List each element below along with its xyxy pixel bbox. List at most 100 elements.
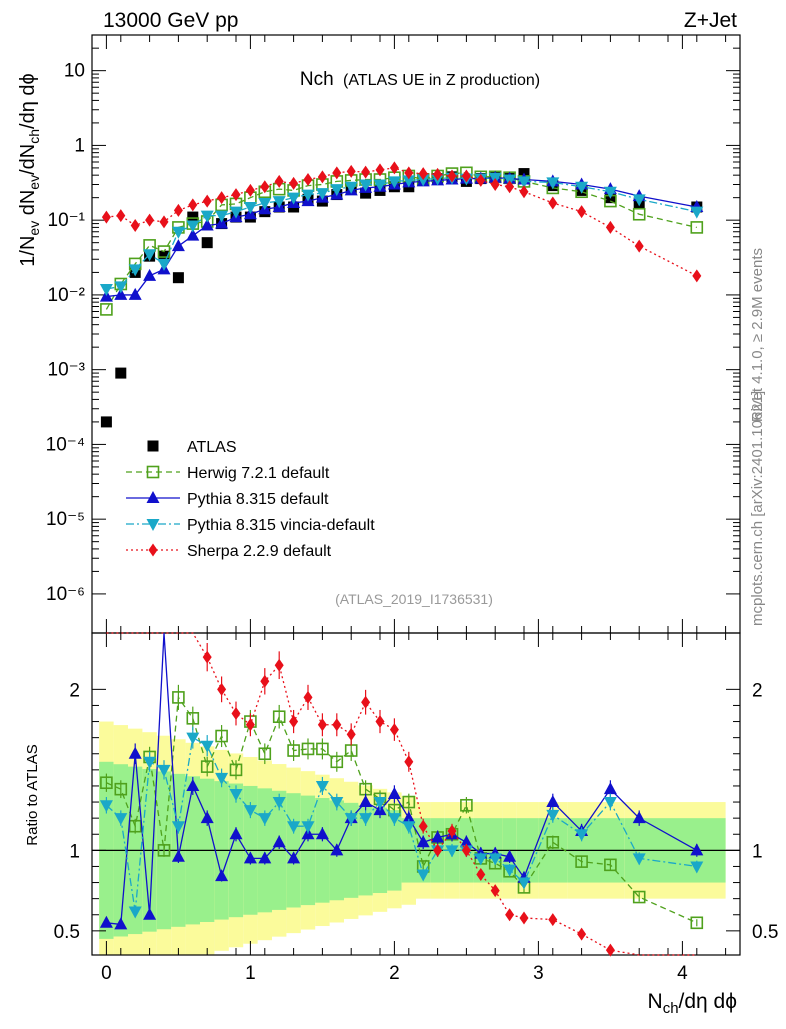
- ratio-point-pythia-8-315-vincia-default: [359, 813, 373, 826]
- ratio-point-pythia-8-315-vincia-default: [99, 800, 113, 813]
- ratio-point-herwig-7-2-1-default: [229, 763, 243, 777]
- data-point-pythia-8-315-vincia-default: [171, 226, 185, 239]
- ratio-point-sherpa-2-2-9-default: [274, 658, 284, 672]
- ratio-point-sherpa-2-2-9-default: [577, 927, 587, 941]
- ratio-point-pythia-8-315-default: [330, 843, 344, 856]
- legend-marker: [148, 543, 158, 557]
- data-point-sherpa-2-2-9-default: [145, 213, 155, 227]
- ratio-point-herwig-7-2-1-default: [215, 729, 228, 743]
- ratio-point-pythia-8-315-vincia-default: [632, 853, 646, 866]
- ratio-point-pythia-8-315-default: [243, 851, 257, 864]
- data-point-herwig-7-2-1-default: [690, 221, 704, 234]
- ratio-point-pythia-8-315-default: [215, 869, 229, 882]
- data-point-sherpa-2-2-9-default: [634, 239, 644, 253]
- ratio-point-herwig-7-2-1-default: [100, 776, 113, 790]
- ratio-point-sherpa-2-2-9-default: [361, 695, 371, 709]
- ratio-point-pythia-8-315-vincia-default: [287, 821, 301, 834]
- data-point-sherpa-2-2-9-default: [159, 215, 169, 229]
- ratio-point-pythia-8-315-default: [143, 907, 157, 920]
- data-point-pythia-8-315-vincia-default: [387, 176, 401, 189]
- ratio-uncertainty-bands: [99, 721, 726, 955]
- side-text-mcplots: mcplots.cern.ch [arXiv:2401.10621]: [749, 391, 766, 626]
- x-tick-label: 3: [533, 963, 544, 984]
- ratio-point-sherpa-2-2-9-default: [605, 943, 615, 957]
- data-point-herwig-7-2-1-default: [157, 245, 171, 258]
- ratio-point-pythia-8-315-vincia-default: [445, 845, 459, 858]
- ratio-point-herwig-7-2-1-default: [546, 835, 560, 849]
- data-point-sherpa-2-2-9-default: [375, 163, 385, 177]
- data-point-atlas: [187, 211, 199, 223]
- data-point-sherpa-2-2-9-default: [130, 218, 140, 232]
- ratio-point-herwig-7-2-1-default: [316, 742, 329, 756]
- data-point-sherpa-2-2-9-default: [418, 167, 428, 181]
- data-point-sherpa-2-2-9-default: [173, 203, 183, 217]
- upper-y-tick-label: 10⁻⁵: [46, 509, 85, 530]
- data-point-pythia-8-315-vincia-default: [272, 196, 286, 209]
- ratio-point-sherpa-2-2-9-default: [303, 690, 313, 704]
- ratio-point-sherpa-2-2-9-default: [447, 824, 457, 838]
- ratio-point-pythia-8-315-default: [258, 851, 272, 864]
- ratio-point-pythia-8-315-default: [171, 849, 185, 862]
- ratio-point-pythia-8-315-default: [229, 827, 243, 840]
- data-point-sherpa-2-2-9-default: [188, 198, 198, 212]
- data-point-sherpa-2-2-9-default: [101, 210, 111, 224]
- data-point-pythia-8-315-vincia-default: [143, 249, 157, 262]
- plot-title-main: Nch: [300, 69, 334, 90]
- data-point-herwig-7-2-1-default: [100, 303, 113, 316]
- ratio-point-pythia-8-315-vincia-default: [157, 764, 171, 777]
- ratio-point-pythia-8-315-default: [632, 811, 646, 824]
- data-point-sherpa-2-2-9-default: [245, 183, 255, 197]
- ratio-point-herwig-7-2-1-default: [114, 782, 128, 796]
- ratio-point-pythia-8-315-default: [315, 827, 329, 840]
- data-point-pythia-8-315-vincia-default: [258, 197, 272, 210]
- ratio-point-sherpa-2-2-9-default: [317, 718, 327, 732]
- ratio-y-tick-label-left: 2: [69, 680, 80, 701]
- ratio-point-pythia-8-315-vincia-default: [344, 813, 358, 826]
- ratio-point-pythia-8-315-default: [387, 787, 401, 799]
- data-point-pythia-8-315-vincia-default: [359, 179, 373, 192]
- axis-ticks: 10⁻⁶ 10⁻⁵ 10⁻⁴ 10⁻³ 10⁻² 10⁻¹ 1 10 0.5 0.5 1 1 2 2 0 1 2…: [46, 35, 778, 984]
- data-point-sherpa-2-2-9-default: [519, 185, 529, 199]
- data-point-sherpa-2-2-9-default: [389, 161, 399, 175]
- ratio-point-pythia-8-315-vincia-default: [315, 780, 329, 793]
- ratio-point-pythia-8-315-default: [359, 795, 373, 808]
- data-point-herwig-7-2-1-default: [632, 207, 646, 221]
- data-point-sherpa-2-2-9-default: [447, 169, 457, 183]
- legend-marker: [146, 519, 160, 531]
- ratio-point-pythia-8-315-default: [690, 843, 704, 856]
- data-point-pythia-8-315-vincia-default: [157, 258, 171, 271]
- legend-label: Pythia 8.315 default: [187, 491, 329, 508]
- ratio-point-pythia-8-315-vincia-default: [546, 809, 560, 822]
- ratio-point-sherpa-2-2-9-default: [346, 727, 356, 741]
- ratio-y-tick-label-right: 1: [752, 841, 763, 862]
- data-point-pythia-8-315-vincia-default: [243, 202, 257, 215]
- ratio-point-pythia-8-315-vincia-default: [215, 772, 229, 785]
- ratio-point-sherpa-2-2-9-default: [375, 715, 385, 729]
- data-point-pythia-8-315-vincia-default: [229, 206, 243, 219]
- plot-title-sub: (ATLAS UE in Z production): [343, 72, 540, 89]
- upper-y-tick-label: 10⁻¹: [48, 210, 86, 231]
- data-point-sherpa-2-2-9-default: [260, 180, 270, 194]
- ratio-y-label: Ratio to ATLAS: [24, 744, 41, 845]
- ratio-point-sherpa-2-2-9-default: [217, 682, 227, 696]
- ratio-point-sherpa-2-2-9-default: [461, 843, 471, 857]
- ratio-point-pythia-8-315-vincia-default: [128, 906, 142, 919]
- upper-y-tick-label: 10⁻²: [48, 285, 86, 306]
- ratio-point-sherpa-2-2-9-default: [289, 715, 299, 729]
- data-point-atlas: [360, 187, 372, 199]
- ratio-point-pythia-8-315-default: [272, 835, 286, 848]
- ratio-point-pythia-8-315-vincia-default: [373, 797, 387, 810]
- series-line-sherpa-2-2-9-default: [106, 167, 698, 277]
- ratio-point-pythia-8-315-vincia-default: [416, 869, 430, 882]
- ratio-point-pythia-8-315-vincia-default: [186, 732, 200, 745]
- legend-label: Pythia 8.315 vincia-default: [187, 517, 375, 534]
- data-point-pythia-8-315-vincia-default: [99, 283, 113, 296]
- ratio-point-pythia-8-315-vincia-default: [690, 861, 704, 874]
- legend: ATLAS Herwig 7.2.1 default Pythia 8.315 de…: [126, 439, 375, 560]
- data-point-pythia-8-315-vincia-default: [344, 181, 358, 194]
- data-point-pythia-8-315-default: [200, 218, 214, 231]
- ratio-point-herwig-7-2-1-default: [287, 744, 300, 757]
- data-point-pythia-8-315-vincia-default: [186, 220, 200, 233]
- header-right: Z+Jet: [684, 9, 737, 32]
